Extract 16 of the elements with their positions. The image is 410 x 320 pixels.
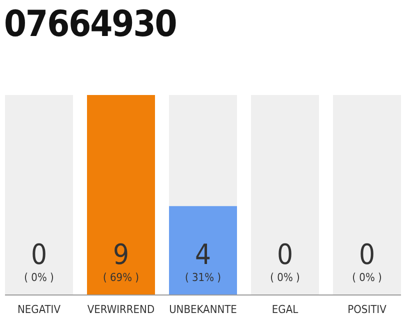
chart-title: 07664930 [4,4,176,45]
x-tick-label: EGAL [272,303,299,316]
data-label: 0 [30,238,48,271]
annotation: ( 31% ) [184,271,222,284]
annotation: ( 0% ) [352,271,382,284]
annotation: ( 69% ) [102,271,140,284]
data-label: 4 [194,238,212,271]
annotation: ( 0% ) [270,271,300,284]
x-tick-label: UNBEKANNTE [169,303,237,316]
data-label: 9 [112,238,130,271]
x-tick-label: POSITIV [348,303,387,316]
data-label: 0 [276,238,294,271]
x-tick-label: VERWIRREND [87,303,155,316]
annotation: ( 0% ) [24,271,54,284]
x-tick-label: NEGATIV [18,303,61,316]
data-label: 0 [358,238,376,271]
